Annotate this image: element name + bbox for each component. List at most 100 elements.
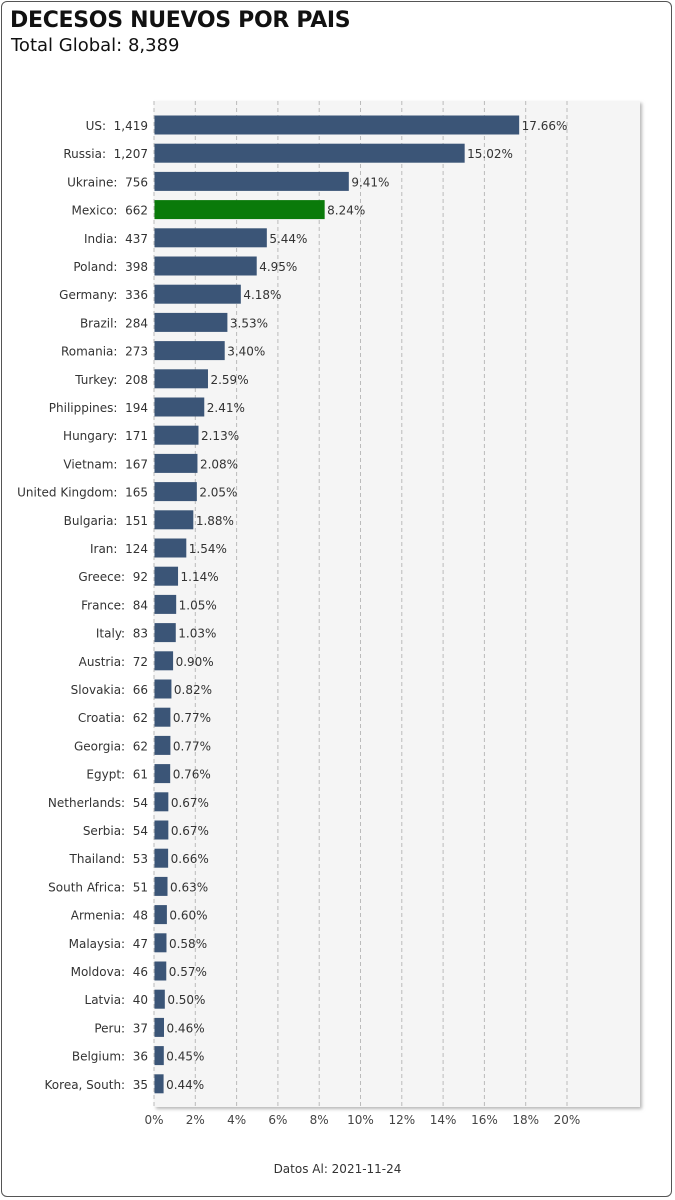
data-label: 0.82% — [174, 683, 212, 697]
bar — [154, 876, 168, 896]
category-label: France: 84 — [81, 598, 148, 612]
category-label: Slovakia: 66 — [71, 683, 148, 697]
bar — [154, 369, 208, 389]
category-label: South Africa: 51 — [48, 880, 148, 894]
bars: 17.66% 15.02% 9.41% 8.24% 5.44% 4.95% 4.18% 3.5… — [154, 115, 568, 1094]
category-label: Croatia: 62 — [78, 711, 148, 725]
data-label: 0.67% — [171, 796, 209, 810]
x-tick-label: 6% — [268, 1113, 287, 1127]
data-label: 0.44% — [166, 1078, 204, 1092]
data-label: 0.77% — [173, 711, 211, 725]
category-label: Netherlands: 54 — [48, 796, 148, 810]
category-label: Brazil: 284 — [80, 316, 148, 330]
data-label: 0.63% — [170, 880, 208, 894]
bar — [154, 482, 197, 502]
x-tick-label: 8% — [310, 1113, 329, 1127]
bar — [154, 510, 194, 530]
data-label: 0.76% — [173, 768, 211, 782]
data-label: 0.45% — [166, 1050, 204, 1064]
bar — [154, 1046, 164, 1066]
data-label: 0.67% — [171, 824, 209, 838]
category-label: Philippines: 194 — [49, 401, 148, 415]
x-tick-label: 0% — [144, 1113, 163, 1127]
category-label: Germany: 336 — [59, 288, 148, 302]
bar — [154, 228, 267, 248]
category-label: Turkey: 208 — [74, 373, 148, 387]
x-tick-label: 2% — [186, 1113, 205, 1127]
data-label: 1.54% — [189, 542, 227, 556]
data-label: 2.13% — [201, 429, 239, 443]
x-tick-labels: 0% 2% 4% 6% 8% 10% 12% 14% 16% 18% 20% — [144, 1113, 580, 1127]
data-label: 0.50% — [167, 993, 205, 1007]
bar — [154, 1017, 164, 1037]
category-label: Hungary: 171 — [63, 429, 148, 443]
bar — [154, 679, 172, 699]
data-label: 4.95% — [259, 260, 297, 274]
x-tick-label: 18% — [512, 1113, 539, 1127]
category-label: Malaysia: 47 — [69, 937, 148, 951]
bar — [154, 171, 349, 191]
bar — [154, 820, 169, 840]
data-label: 0.46% — [166, 1021, 204, 1035]
category-label: Egypt: 61 — [86, 768, 148, 782]
data-label: 15.02% — [467, 147, 513, 161]
bar — [154, 651, 174, 671]
data-label: 2.05% — [199, 486, 237, 500]
data-label: 4.18% — [243, 288, 281, 302]
category-label: Armenia: 48 — [71, 909, 148, 923]
category-label: Serbia: 54 — [83, 824, 148, 838]
data-label: 2.08% — [200, 457, 238, 471]
category-label: Austria: 72 — [79, 655, 148, 669]
category-label: Italy: 83 — [96, 627, 148, 641]
data-label: 0.90% — [176, 655, 214, 669]
bar — [154, 735, 171, 755]
data-label: 1.03% — [178, 627, 216, 641]
category-labels: US: 1,419 Russia: 1,207 Ukraine: 756 Mexico… — [17, 119, 148, 1092]
x-tick-label: 16% — [471, 1113, 498, 1127]
bar — [154, 623, 176, 643]
bar — [154, 538, 187, 558]
bar — [154, 453, 198, 473]
bar — [154, 425, 199, 445]
bar — [154, 341, 225, 361]
bar — [154, 566, 179, 586]
data-label: 0.58% — [169, 937, 207, 951]
data-label: 5.44% — [269, 232, 307, 246]
data-label: 2.59% — [210, 373, 248, 387]
chart-subtitle: Total Global: 8,389 — [11, 35, 180, 56]
bar — [154, 143, 465, 163]
footer-date: Datos Al: 2021-11-24 — [273, 1162, 402, 1176]
x-tick-label: 14% — [430, 1113, 457, 1127]
bar — [154, 961, 167, 981]
data-label: 1.14% — [181, 570, 219, 584]
bar — [154, 312, 228, 332]
category-label: Peru: 37 — [94, 1021, 148, 1035]
category-label: Ukraine: 756 — [67, 175, 148, 189]
category-label: Romania: 273 — [61, 345, 148, 359]
category-label: US: 1,419 — [86, 119, 148, 133]
bar — [154, 397, 205, 417]
x-tick-label: 12% — [388, 1113, 415, 1127]
bar — [154, 1074, 164, 1094]
data-label: 17.66% — [522, 119, 568, 133]
bar — [154, 256, 257, 276]
bar — [154, 792, 169, 812]
data-label: 0.77% — [173, 739, 211, 753]
data-label: 8.24% — [327, 204, 365, 218]
category-label: Moldova: 46 — [71, 965, 148, 979]
data-label: 2.41% — [207, 401, 245, 415]
category-label: United Kingdom: 165 — [17, 486, 148, 500]
category-label: Vietnam: 167 — [63, 457, 148, 471]
category-label: Korea, South: 35 — [45, 1078, 148, 1092]
category-label: Thailand: 53 — [69, 852, 148, 866]
bar — [154, 200, 325, 220]
x-tick-label: 10% — [347, 1113, 374, 1127]
chart-title: DECESOS NUEVOS POR PAIS — [10, 8, 351, 33]
category-label: Georgia: 62 — [74, 739, 148, 753]
category-label: Iran: 124 — [90, 542, 148, 556]
bar — [154, 933, 167, 953]
category-label: Bulgaria: 151 — [64, 514, 148, 528]
bar — [154, 284, 241, 304]
category-label: Greece: 92 — [78, 570, 148, 584]
data-label: 1.05% — [179, 598, 217, 612]
